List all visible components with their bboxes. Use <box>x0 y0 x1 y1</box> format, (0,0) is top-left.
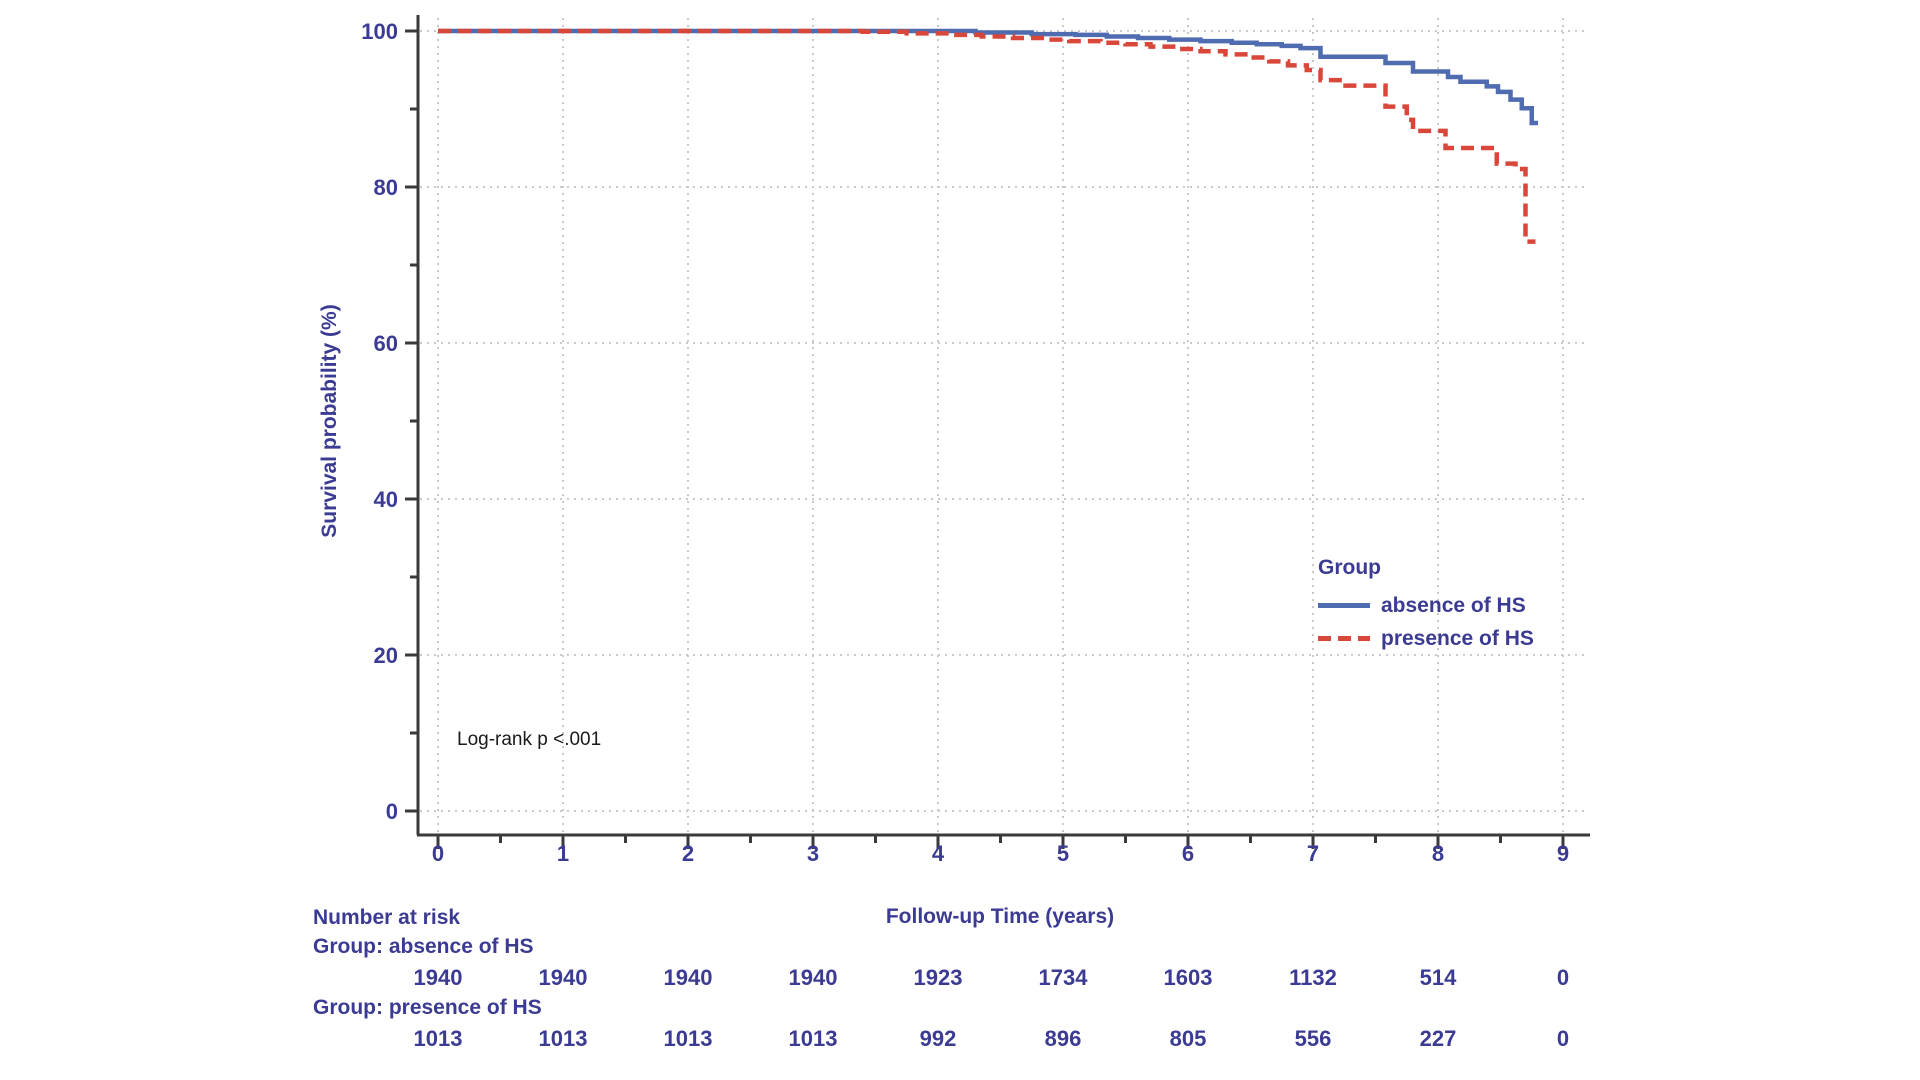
risk-count-group2-t3: 1013 <box>789 1026 838 1051</box>
risk-count-group2-t6: 805 <box>1170 1026 1207 1051</box>
risk-count-group1-t3: 1940 <box>789 965 838 990</box>
legend-entry-absence: absence of HS <box>1318 589 1534 622</box>
y-axis-title: Survival probability (%) <box>318 304 341 538</box>
x-tick-label-6: 6 <box>1182 841 1194 866</box>
risk-count-group1-t5: 1734 <box>1039 965 1089 990</box>
y-tick-label-60: 60 <box>374 331 398 356</box>
x-tick-label-9: 9 <box>1557 841 1569 866</box>
risk-count-group2-t2: 1013 <box>664 1026 713 1051</box>
risk-count-group2-t0: 1013 <box>414 1026 463 1051</box>
risk-count-group1-t9: 0 <box>1557 965 1569 990</box>
risk-count-group1-t4: 1923 <box>914 965 963 990</box>
risk-group-label-presence: Group: presence of HS <box>313 996 542 1019</box>
x-tick-label-3: 3 <box>807 841 819 866</box>
x-tick-label-2: 2 <box>682 841 694 866</box>
risk-count-group2-t1: 1013 <box>539 1026 588 1051</box>
risk-count-group2-t5: 896 <box>1045 1026 1082 1051</box>
risk-count-group2-t8: 227 <box>1420 1026 1457 1051</box>
y-tick-label-40: 40 <box>374 487 398 512</box>
risk-count-group1-t2: 1940 <box>664 965 713 990</box>
legend-title: Group <box>1318 556 1381 579</box>
number-at-risk-heading: Number at risk <box>313 906 461 929</box>
risk-count-group1-t6: 1603 <box>1164 965 1213 990</box>
legend-label-absence: absence of HS <box>1381 593 1526 617</box>
legend-entry-presence: presence of HS <box>1318 622 1534 655</box>
risk-count-group2-t7: 556 <box>1295 1026 1332 1051</box>
y-tick-label-0: 0 <box>386 799 398 824</box>
solid-line-swatch-icon <box>1318 603 1370 608</box>
y-tick-label-20: 20 <box>374 643 398 668</box>
x-tick-label-0: 0 <box>432 841 444 866</box>
x-tick-label-5: 5 <box>1057 841 1069 866</box>
survival-curve-presence-of-HS <box>438 28 1536 244</box>
x-tick-label-7: 7 <box>1307 841 1319 866</box>
x-tick-label-4: 4 <box>932 841 945 866</box>
dashed-line-swatch-icon <box>1318 636 1370 641</box>
legend-label-presence: presence of HS <box>1381 626 1534 650</box>
risk-count-group1-t7: 1132 <box>1289 965 1337 990</box>
y-tick-label-100: 100 <box>361 19 398 44</box>
y-tick-label-80: 80 <box>374 175 398 200</box>
log-rank-annotation: Log-rank p <.001 <box>457 729 602 750</box>
survival-curve-absence-of-HS <box>438 28 1538 126</box>
risk-group-label-absence: Group: absence of HS <box>313 935 534 958</box>
legend: Group absence of HS presence of HS <box>1318 556 1534 655</box>
risk-count-group1-t8: 514 <box>1420 965 1457 990</box>
risk-count-group1-t0: 1940 <box>414 965 463 990</box>
x-tick-label-1: 1 <box>557 841 569 866</box>
risk-count-group1-t1: 1940 <box>539 965 588 990</box>
risk-count-group2-t4: 992 <box>920 1026 957 1051</box>
x-axis-title: Follow-up Time (years) <box>885 905 1115 928</box>
x-tick-label-8: 8 <box>1432 841 1444 866</box>
risk-count-group2-t9: 0 <box>1557 1026 1569 1051</box>
